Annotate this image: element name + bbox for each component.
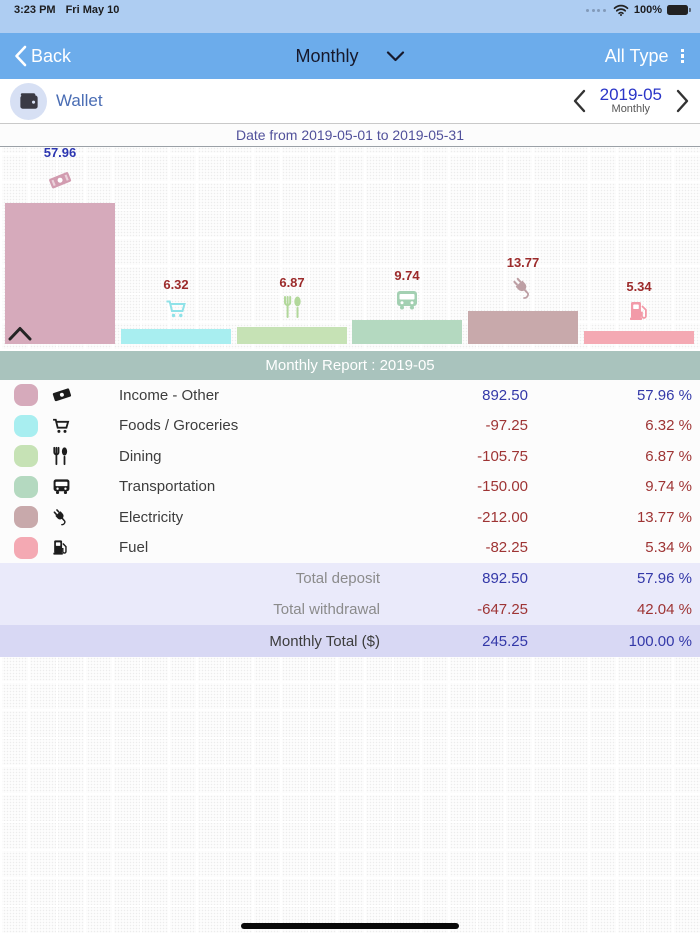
back-label: Back [31,45,72,66]
chevron-down-icon [386,50,405,62]
status-time: 3:23 PM [14,4,56,16]
category-label: Electricity [119,508,184,526]
wallet-row[interactable]: Wallet 2019-05 Monthly [0,79,700,124]
total-amount: 245.25 [482,632,528,650]
cart-icon [121,297,231,321]
wallet-icon [10,82,47,120]
category-color-swatch [14,384,38,407]
plug-icon [51,507,73,527]
period-value: 2019-05 [599,85,662,105]
category-color-swatch [14,414,38,437]
bar-value-label: 6.32 [163,276,189,292]
total-percent: 42.04 % [636,601,692,618]
collapse-chart-chevron-icon[interactable] [8,326,32,341]
bar-income-other[interactable]: 57.96 [5,145,115,344]
category-percent: 6.87 % [645,447,692,465]
prev-period-button[interactable] [572,89,586,113]
bus-icon [51,477,73,496]
plug-icon [468,275,578,301]
nav-bar: Back Monthly All Type [0,33,700,79]
category-label: Fuel [119,539,149,557]
category-amount: -212.00 [477,508,528,526]
monthly-total-row: Monthly Total ($) 245.25 100.00 % [0,625,700,657]
category-percent: 57.96 % [636,386,692,404]
bar-value-label: 13.77 [506,254,540,270]
status-date: Fri May 10 [65,4,120,16]
cellular-signal-icon [586,8,606,12]
table-row-electricity[interactable]: Electricity -212.00 13.77 % [0,502,700,533]
category-amount: -150.00 [477,478,528,496]
next-period-button[interactable] [676,89,690,113]
table-row-dining[interactable]: Dining -105.75 6.87 % [0,441,700,472]
category-label: Income - Other [119,386,220,404]
report-header: Monthly Report : 2019-05 [0,351,700,380]
dining-icon [237,295,347,319]
category-color-swatch [14,475,38,498]
total-label: Total deposit [295,570,380,587]
battery-percent: 100% [633,4,662,16]
category-color-swatch [14,536,38,559]
battery-icon [667,5,691,15]
category-percent: 5.34 % [645,539,692,557]
dining-icon [51,446,73,466]
category-label: Foods / Groceries [119,417,239,435]
wifi-icon [613,4,629,16]
date-range-row: Date from 2019-05-01 to 2019-05-31 [0,124,700,147]
bar-value-label: 5.34 [626,279,652,294]
category-amount: -97.25 [485,417,528,435]
category-color-swatch [14,506,38,529]
period-mode-dropdown[interactable]: Monthly [295,45,405,67]
bar-value-label: 9.74 [394,268,420,284]
empty-scroll-area [0,657,700,935]
bar-transportation[interactable]: 9.74 [352,268,462,344]
bus-icon [352,288,462,312]
total-deposit-row: Total deposit 892.50 57.96 % [0,563,700,594]
total-amount: 892.50 [482,570,528,587]
category-percent: 9.74 % [645,478,692,496]
total-label: Monthly Total ($) [269,632,380,650]
bar-electricity[interactable]: 13.77 [468,255,578,344]
category-percent: 13.77 % [636,508,692,526]
table-row-foods-groceries[interactable]: Foods / Groceries -97.25 6.32 % [0,410,700,441]
bar-dining[interactable]: 6.87 [237,275,347,344]
banknote-icon [51,386,73,404]
category-label: Transportation [119,478,216,496]
bar-value-label: 6.87 [279,275,305,291]
category-color-swatch [14,445,38,468]
bar-foods-groceries[interactable]: 6.32 [121,277,231,344]
date-range-text: Date from 2019-05-01 to 2019-05-31 [235,127,465,143]
status-bar: 3:23 PM Fri May 10 100% [0,0,700,33]
cart-icon [51,416,73,436]
category-amount: -105.75 [477,447,528,465]
total-percent: 100.00 % [628,632,692,650]
type-filter-button[interactable]: All Type [604,45,669,66]
table-row-income-other[interactable]: Income - Other 892.50 57.96 % [0,380,700,411]
total-amount: -647.25 [477,601,528,618]
category-percent: 6.32 % [645,417,692,435]
category-bar-chart: 57.96 6.32 6.87 9.74 13.77 5.34 [0,145,700,351]
back-chevron-icon [14,45,27,67]
menu-kebab-icon[interactable] [679,47,687,66]
current-period[interactable]: 2019-05 Monthly [600,86,662,115]
total-withdrawal-row: Total withdrawal -647.25 42.04 % [0,594,700,625]
bar-fuel[interactable]: 5.34 [584,279,694,344]
category-table: Income - Other 892.50 57.96 % Foods / Gr… [0,380,700,657]
fuel-icon [51,538,73,557]
table-row-fuel[interactable]: Fuel -82.25 5.34 % [0,532,700,563]
bar-value-label: 57.96 [43,145,77,161]
fuel-icon [584,299,694,323]
period-sub-label: Monthly [611,103,651,116]
period-mode-label: Monthly [295,45,359,66]
total-percent: 57.96 % [636,570,692,587]
category-amount: -82.25 [485,539,528,557]
total-label: Total withdrawal [273,601,380,618]
back-button[interactable]: Back [14,45,71,67]
table-row-transportation[interactable]: Transportation -150.00 9.74 % [0,471,700,502]
category-label: Dining [119,447,162,465]
wallet-name: Wallet [56,91,103,110]
report-title: Monthly Report : 2019-05 [265,357,435,374]
category-amount: 892.50 [482,386,528,404]
banknote-icon [5,167,115,193]
home-indicator[interactable] [241,923,459,929]
